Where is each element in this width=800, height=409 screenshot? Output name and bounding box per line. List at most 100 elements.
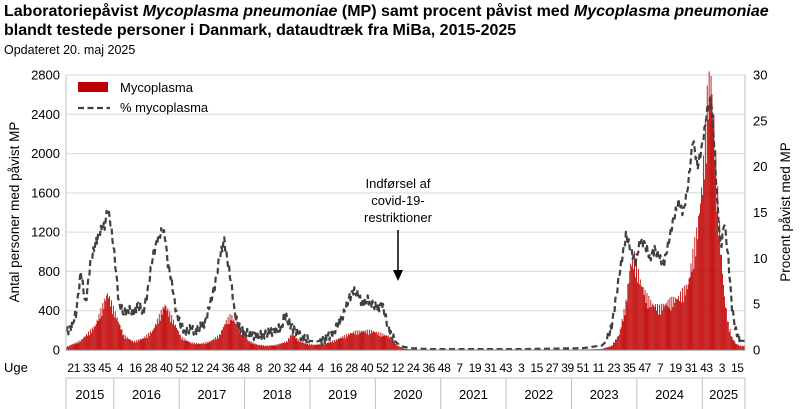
bar bbox=[221, 329, 223, 350]
bar bbox=[704, 118, 706, 350]
bar bbox=[160, 309, 162, 350]
bar bbox=[198, 343, 199, 350]
bar bbox=[67, 346, 69, 350]
bar bbox=[119, 325, 121, 350]
bar bbox=[69, 345, 71, 350]
bar bbox=[208, 341, 210, 350]
bar bbox=[285, 342, 286, 350]
bar bbox=[654, 306, 656, 350]
bar bbox=[133, 340, 135, 350]
bar bbox=[371, 330, 372, 350]
bar bbox=[149, 335, 151, 350]
bar bbox=[670, 310, 672, 350]
y-axis-right: 0 5 10 15 20 25 30 bbox=[753, 68, 767, 358]
bar bbox=[734, 342, 736, 350]
chart-title-line1: Laboratoriepåvist Mycoplasma pneumoniae … bbox=[4, 3, 769, 20]
bar bbox=[242, 336, 244, 350]
bar bbox=[101, 316, 103, 350]
bar bbox=[679, 300, 680, 350]
bar bbox=[698, 215, 700, 350]
bar bbox=[665, 302, 667, 350]
bar bbox=[165, 306, 167, 350]
bar bbox=[218, 338, 219, 350]
bar bbox=[641, 287, 643, 350]
bar bbox=[684, 295, 686, 350]
bar bbox=[726, 321, 728, 350]
bar bbox=[366, 333, 368, 350]
bar bbox=[231, 315, 233, 350]
bar bbox=[219, 334, 220, 350]
bar bbox=[694, 237, 696, 350]
bar bbox=[195, 344, 197, 350]
bar bbox=[390, 336, 392, 350]
bar bbox=[248, 340, 250, 350]
bar bbox=[157, 323, 159, 350]
bar bbox=[406, 348, 408, 350]
bar bbox=[244, 337, 246, 350]
bar bbox=[365, 330, 367, 350]
bar bbox=[89, 329, 91, 350]
bar bbox=[720, 254, 722, 350]
bar bbox=[162, 306, 164, 350]
bar bbox=[391, 340, 393, 350]
bar bbox=[88, 335, 90, 350]
bar bbox=[723, 284, 724, 350]
bar bbox=[179, 334, 181, 350]
bar bbox=[250, 341, 252, 350]
bar bbox=[618, 334, 620, 350]
bar bbox=[283, 343, 284, 350]
bar bbox=[614, 342, 615, 350]
bar bbox=[662, 303, 664, 350]
bar bbox=[323, 343, 325, 350]
bar bbox=[304, 343, 306, 350]
bar bbox=[185, 339, 187, 350]
bar bbox=[103, 308, 105, 350]
week-tick-label: 44 bbox=[299, 361, 312, 375]
bar bbox=[210, 340, 212, 350]
bar bbox=[624, 315, 626, 350]
bar bbox=[328, 342, 329, 350]
bar bbox=[203, 343, 205, 350]
bar bbox=[299, 342, 301, 350]
bar bbox=[343, 338, 345, 350]
week-tick-label: 39 bbox=[561, 361, 574, 375]
bar bbox=[310, 343, 312, 350]
bar bbox=[271, 345, 273, 350]
week-tick-label: 7 bbox=[657, 361, 664, 375]
bar bbox=[152, 330, 153, 350]
bar bbox=[212, 340, 214, 350]
y-left-tick-label: 1600 bbox=[31, 185, 60, 200]
bar bbox=[96, 319, 98, 350]
bar bbox=[145, 338, 147, 350]
bar bbox=[191, 343, 193, 350]
bar bbox=[315, 344, 317, 350]
bar bbox=[612, 345, 613, 350]
bar bbox=[222, 326, 224, 350]
bar bbox=[352, 331, 354, 350]
bar bbox=[71, 344, 73, 350]
bar bbox=[308, 344, 309, 350]
bar bbox=[189, 342, 191, 350]
y-left-tick-label: 2000 bbox=[31, 146, 60, 161]
bar bbox=[675, 297, 677, 350]
bar bbox=[360, 330, 362, 350]
bar bbox=[321, 343, 323, 350]
bar bbox=[598, 348, 600, 350]
bar bbox=[712, 119, 714, 350]
bar bbox=[710, 75, 712, 350]
year-label: 2015 bbox=[75, 387, 104, 402]
bar bbox=[73, 343, 75, 350]
bar bbox=[616, 336, 618, 350]
y-right-tick-label: 20 bbox=[753, 159, 767, 174]
week-tick-label: 27 bbox=[546, 361, 559, 375]
y-left-tick-label: 0 bbox=[53, 343, 60, 358]
bar bbox=[404, 348, 406, 350]
year-label: 2016 bbox=[132, 387, 161, 402]
y-left-tick-label: 400 bbox=[38, 303, 60, 318]
annotation-text: covid-19- bbox=[371, 193, 424, 208]
week-tick-label: 12 bbox=[191, 361, 204, 375]
bar bbox=[327, 342, 328, 350]
bar bbox=[223, 324, 225, 350]
bar bbox=[378, 335, 380, 350]
bar bbox=[374, 332, 376, 350]
